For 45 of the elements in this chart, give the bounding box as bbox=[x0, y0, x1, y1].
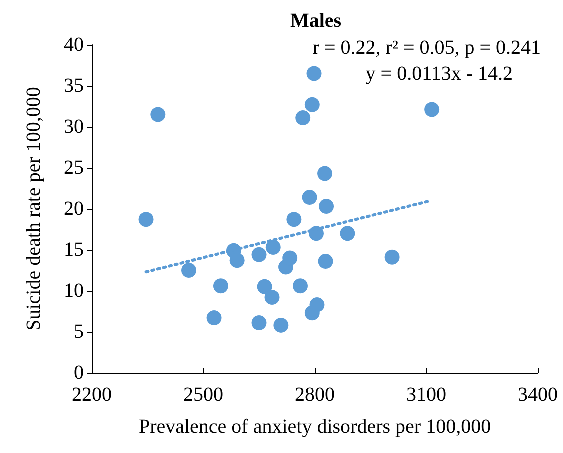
x-tick-label: 3100 bbox=[406, 384, 446, 406]
x-tick-label: 2200 bbox=[72, 384, 112, 406]
point bbox=[304, 97, 320, 112]
point bbox=[302, 190, 318, 206]
x-axis-title: Prevalence of anxiety disorders per 100,000 bbox=[138, 416, 492, 438]
chart-title: Males bbox=[290, 10, 342, 32]
point bbox=[296, 110, 311, 126]
y-tick-label: 0 bbox=[74, 362, 84, 384]
x-tick-label: 3400 bbox=[518, 384, 558, 406]
point bbox=[293, 278, 308, 294]
y-tick-label: 20 bbox=[64, 198, 84, 220]
annotation: r = 0.22, r² = 0.05, p = 0.241 bbox=[312, 37, 541, 59]
y-tick-label: 35 bbox=[64, 75, 84, 97]
point bbox=[266, 240, 281, 256]
y-tick-label: 15 bbox=[64, 239, 84, 261]
point bbox=[286, 212, 302, 228]
point bbox=[340, 226, 356, 242]
x-tick-label: 2500 bbox=[184, 384, 224, 406]
point bbox=[424, 102, 440, 118]
point bbox=[150, 107, 166, 122]
y-tick-label: 5 bbox=[74, 321, 84, 343]
point bbox=[206, 310, 222, 326]
point bbox=[274, 318, 289, 333]
point bbox=[252, 247, 267, 262]
point bbox=[306, 66, 322, 82]
point bbox=[213, 278, 228, 294]
y-axis-title: Suicide death rate per 100,000 bbox=[23, 87, 45, 331]
point bbox=[138, 212, 154, 228]
point bbox=[252, 315, 267, 330]
point bbox=[318, 254, 334, 269]
point bbox=[318, 166, 333, 182]
y-tick-label: 30 bbox=[64, 116, 84, 138]
point bbox=[257, 279, 272, 294]
point bbox=[310, 297, 325, 312]
point bbox=[319, 199, 334, 214]
y-tick-label: 10 bbox=[64, 280, 84, 302]
point bbox=[282, 250, 298, 266]
point bbox=[264, 290, 280, 306]
point bbox=[230, 253, 245, 268]
point bbox=[384, 250, 400, 265]
x-tick-label: 2800 bbox=[295, 384, 335, 406]
point bbox=[182, 263, 197, 278]
y-tick-label: 25 bbox=[64, 157, 84, 179]
annotation: y = 0.0113x - 14.2 bbox=[366, 63, 514, 85]
y-tick-label: 40 bbox=[64, 34, 84, 56]
